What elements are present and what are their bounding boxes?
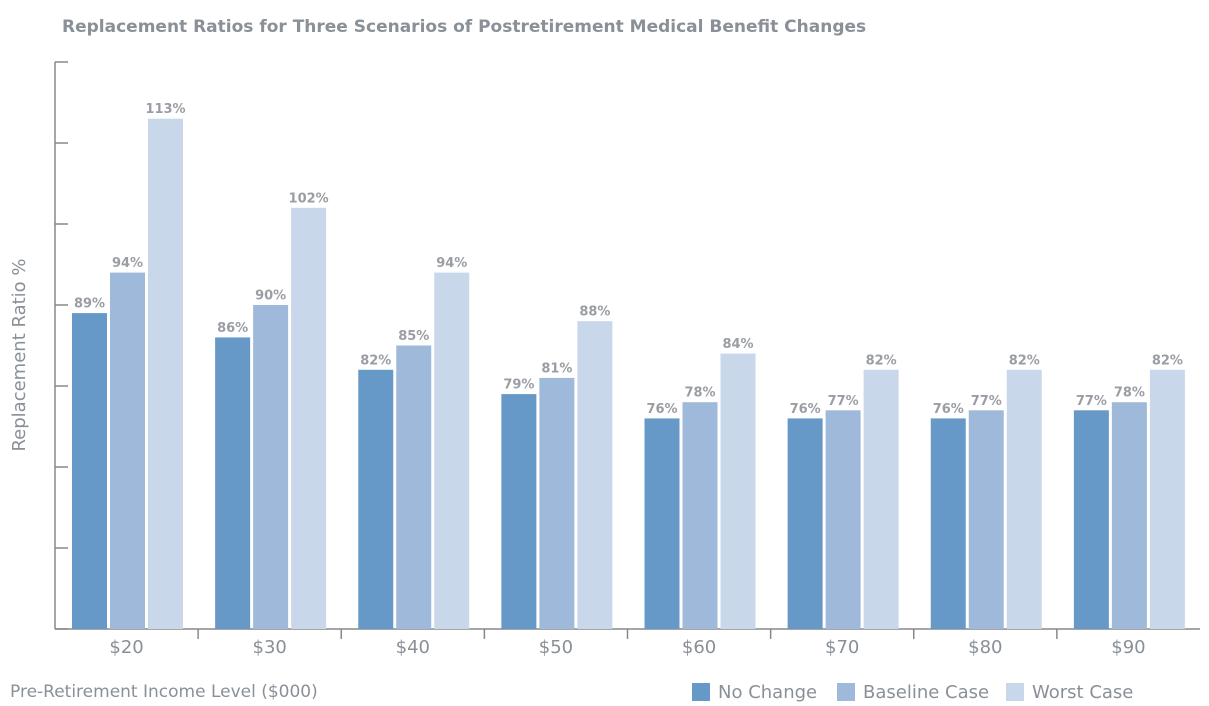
value-label: 77% [971, 394, 1002, 409]
bar [110, 272, 145, 629]
x-tick-label: $50 [539, 637, 573, 658]
x-tick-label: $60 [682, 637, 716, 658]
bar [787, 418, 823, 629]
bar [644, 418, 680, 629]
bar [501, 394, 537, 629]
x-tick-label: $40 [396, 637, 430, 658]
value-label: 82% [360, 353, 391, 368]
value-label: 86% [217, 321, 248, 336]
legend-swatch [837, 683, 855, 701]
value-label: 82% [1009, 353, 1040, 368]
bar [1111, 402, 1147, 629]
value-label: 102% [289, 191, 329, 206]
value-label: 89% [74, 297, 105, 312]
value-label: 78% [684, 386, 715, 401]
bar [434, 272, 470, 629]
bar [825, 410, 861, 629]
bar [215, 337, 251, 629]
value-label: 78% [1114, 386, 1145, 401]
legend-label: Baseline Case [863, 682, 989, 703]
legend-swatch [692, 683, 710, 701]
value-label: 81% [541, 361, 572, 376]
legend-swatch [1006, 683, 1024, 701]
x-tick-label: $20 [109, 637, 143, 658]
y-axis-label: Replacement Ratio % [9, 258, 30, 451]
value-label: 90% [255, 289, 286, 304]
bar [682, 402, 718, 629]
bar [1006, 369, 1042, 629]
legend-label: No Change [718, 682, 817, 703]
value-label: 76% [790, 402, 821, 417]
value-label: 77% [1076, 394, 1107, 409]
bar [720, 353, 756, 629]
bar [577, 321, 613, 629]
x-tick-label: $70 [825, 637, 859, 658]
value-label: 82% [866, 353, 897, 368]
value-label: 76% [646, 402, 677, 417]
bar [930, 418, 966, 629]
value-label: 94% [112, 256, 143, 271]
x-tick-label: $30 [253, 637, 287, 658]
value-label: 94% [436, 256, 467, 271]
bar [863, 369, 899, 629]
bar [396, 345, 432, 629]
value-label: 113% [145, 102, 185, 117]
bar [539, 377, 575, 629]
value-label: 84% [722, 337, 753, 352]
value-label: 88% [579, 305, 610, 320]
value-label: 79% [503, 378, 534, 393]
bar [148, 118, 183, 629]
value-label: 77% [828, 394, 859, 409]
bar [72, 313, 107, 629]
x-axis-label: Pre-Retirement Income Level ($000) [10, 682, 318, 702]
legend-label: Worst Case [1032, 682, 1133, 703]
value-label: 85% [398, 329, 429, 344]
bar [1149, 369, 1185, 629]
x-tick-label: $90 [1111, 637, 1145, 658]
bar [253, 305, 289, 629]
chart-title: Replacement Ratios for Three Scenarios o… [62, 17, 866, 37]
bar [291, 207, 327, 630]
bar [968, 410, 1004, 629]
bar [1073, 410, 1109, 629]
value-label: 82% [1152, 353, 1183, 368]
value-label: 76% [933, 402, 964, 417]
bar [358, 369, 394, 629]
x-tick-label: $80 [968, 637, 1002, 658]
